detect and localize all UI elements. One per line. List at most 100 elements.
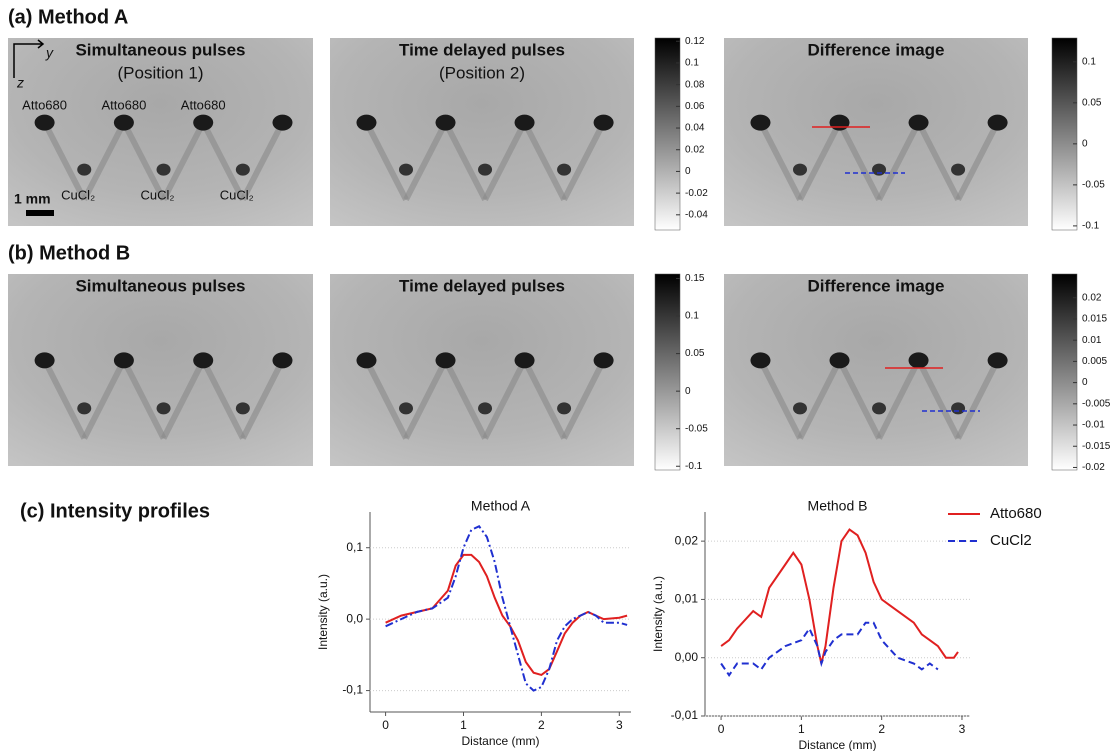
colorbar-tick-label: -0.015 [1082, 441, 1111, 452]
colorbar-tick-label: -0.005 [1082, 398, 1111, 409]
blob [514, 114, 535, 131]
blob [272, 114, 293, 131]
blob [399, 163, 413, 176]
y-tick-label: -0,01 [671, 708, 699, 722]
v-shadow [757, 359, 803, 440]
blob [872, 402, 887, 415]
x-axis-label: Distance (mm) [798, 738, 876, 751]
panel-title: Difference image [808, 40, 945, 59]
v-shadow [81, 121, 127, 201]
v-shadow [482, 121, 528, 201]
colorbar-tick-label: 0.02 [685, 144, 705, 155]
panel-subtitle: (Position 2) [439, 63, 525, 82]
x-tick-label: 3 [959, 722, 966, 736]
colorbar-tick-label: 0.06 [685, 101, 705, 112]
colorbar-tick-label: 0.05 [685, 348, 705, 359]
line-series: CuCl2 [385, 525, 628, 692]
colorbar-tick-label: 0.015 [1082, 314, 1107, 325]
blob [156, 402, 171, 415]
blob [478, 402, 493, 415]
panel-subtitle: (Position 1) [118, 63, 204, 82]
v-shadow [876, 359, 922, 440]
blob [593, 352, 614, 369]
blob [478, 163, 493, 176]
y-axis-label: Intensity (a.u.) [316, 574, 330, 650]
axis-arrow [13, 39, 45, 78]
x-tick-label: 0 [382, 718, 389, 732]
v-shadow [482, 359, 528, 440]
v-shadow [561, 359, 607, 440]
blob [272, 352, 293, 369]
v-shadow [521, 121, 567, 201]
blob [77, 402, 92, 415]
annotation: Atto680 [22, 97, 67, 112]
v-shadow [915, 359, 961, 440]
v-shadow [797, 359, 843, 440]
v-shadow [955, 359, 1001, 440]
blob [356, 114, 377, 131]
blob [951, 402, 966, 415]
v-shadow [403, 121, 449, 201]
v-shadow [240, 121, 286, 201]
blob [829, 352, 850, 369]
colorbar-tick-label: 0.1 [685, 311, 699, 322]
v-shadow [81, 359, 127, 440]
blob [750, 114, 771, 131]
v-shadow [160, 359, 206, 440]
annotation: CuCl₂ [140, 187, 174, 202]
colorbar-tick-label: -0.1 [1082, 221, 1100, 232]
blob [34, 352, 55, 369]
v-shadow [41, 359, 87, 440]
colorbar-tick-label: 0.01 [1082, 335, 1102, 346]
blob [235, 402, 250, 415]
colorbar [1051, 273, 1078, 471]
v-shadow [403, 359, 449, 440]
blob [193, 114, 214, 131]
colorbar-tick-label: -0.02 [1082, 462, 1105, 473]
colorbar-tick-label: 0.08 [685, 79, 705, 90]
v-shadow [442, 121, 488, 201]
legend-label: CuCl2 [990, 532, 1032, 549]
blob [987, 114, 1008, 131]
colorbar-tick-label: -0.05 [1082, 180, 1105, 191]
blob [557, 163, 572, 176]
x-tick-label: 1 [460, 718, 467, 732]
v-shadow [363, 121, 409, 201]
line-series [720, 528, 959, 664]
v-shadow [797, 121, 843, 201]
blob [829, 114, 850, 131]
colorbar [654, 37, 681, 231]
blob [951, 163, 966, 176]
v-shadow [41, 121, 87, 201]
colorbar-tick-label: -0.1 [685, 461, 703, 472]
chart-title: Method B [808, 498, 868, 514]
y-tick-label: -0,1 [342, 683, 363, 697]
x-tick-label: 2 [538, 718, 545, 732]
annotation: CuCl₂ [220, 187, 254, 202]
blob [235, 163, 250, 176]
scale-bar [26, 210, 54, 216]
blob [557, 402, 572, 415]
colorbar [654, 273, 681, 471]
blob [435, 114, 456, 131]
colorbar-tick-label: 0.04 [685, 123, 705, 134]
panel-title: Time delayed pulses [399, 40, 565, 59]
section-label: (a) Method A [8, 6, 128, 28]
v-shadow [160, 121, 206, 201]
blob [113, 114, 134, 131]
line-series [720, 621, 939, 677]
chart-title: Method A [471, 498, 531, 514]
blob [908, 114, 929, 131]
blob [193, 352, 214, 369]
colorbar-tick-label: 0 [685, 166, 691, 177]
v-shadow [240, 359, 286, 440]
x-tick-label: 3 [616, 718, 623, 732]
blob [514, 352, 535, 369]
y-tick-label: 0,1 [346, 540, 363, 554]
panel-title: Simultaneous pulses [75, 276, 245, 295]
panel-title: Time delayed pulses [399, 276, 565, 295]
y-tick-label: 0,00 [675, 650, 699, 664]
v-shadow [836, 121, 882, 201]
v-shadow [836, 359, 882, 440]
